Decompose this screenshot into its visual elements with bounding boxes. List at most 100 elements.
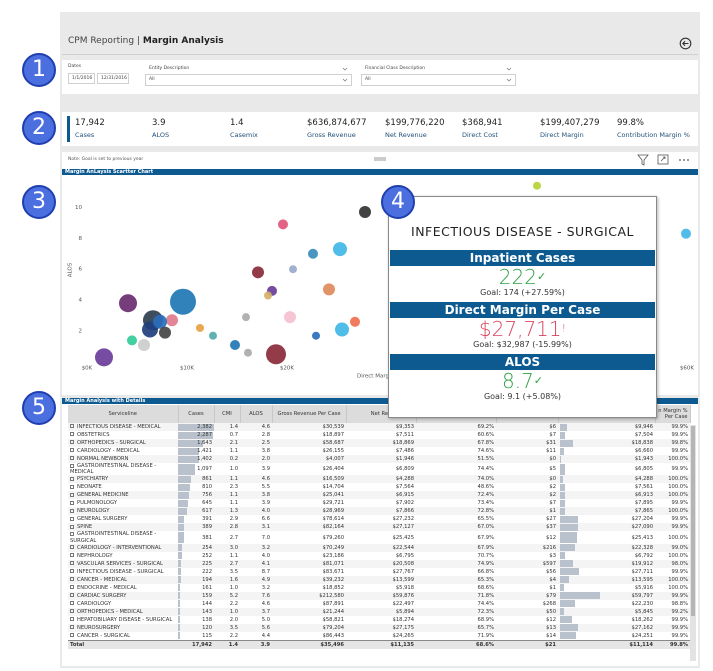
table-cell: $25,041 [272, 491, 346, 500]
back-button[interactable] [679, 37, 692, 50]
tooltip-value-row: 222✓ [389, 266, 656, 288]
expand-icon[interactable] [70, 545, 74, 550]
column-header[interactable]: Cases [178, 405, 215, 423]
expand-icon[interactable] [70, 617, 74, 622]
table-cell: CARDIOLOGY - INTERVENTIONAL [68, 543, 178, 552]
table-cell: 100.0% [655, 552, 690, 560]
cell-text: 68.6% [477, 584, 494, 591]
data-bar [560, 431, 566, 439]
expand-icon[interactable] [70, 424, 74, 429]
focus-icon[interactable] [657, 154, 669, 165]
expand-icon[interactable] [70, 516, 74, 521]
expand-icon[interactable] [70, 484, 74, 489]
filter-icon[interactable] [637, 154, 649, 166]
table-cell: $7 [496, 431, 558, 439]
column-header[interactable]: CMI [214, 405, 241, 423]
expand-icon[interactable] [70, 500, 74, 505]
cell-text: 4.0 [261, 508, 270, 515]
expand-icon[interactable] [70, 593, 74, 598]
cell-text: $4,007 [325, 455, 344, 462]
data-bar [178, 475, 191, 483]
table-cell: OBSTETRICS [68, 431, 178, 439]
table-cell: $79 [496, 591, 558, 600]
cell-text: 4.1 [261, 560, 270, 567]
table-cell: 71.8% [416, 591, 496, 600]
cell-text: 2,382 [197, 423, 212, 430]
expand-icon[interactable] [70, 432, 74, 437]
cell-text: $6,660 [634, 447, 653, 454]
expand-icon[interactable] [70, 508, 74, 513]
table-cell: HEPATOBILIARY DISEASE - SURGICAL [68, 616, 178, 624]
data-bar [560, 491, 565, 499]
y-tick-label: 10 [75, 205, 82, 211]
table-cell: 100.0% [655, 507, 690, 516]
table-cell: 73.4% [416, 499, 496, 507]
cell-text: 381 [202, 534, 212, 541]
cell-text: $7,866 [395, 508, 414, 515]
table-cell: 4.0 [240, 552, 272, 560]
date-input[interactable]: 1/1/2016 [68, 73, 95, 84]
expand-icon[interactable] [70, 524, 74, 529]
cell-text: 74.6% [477, 447, 494, 454]
expand-icon[interactable] [70, 553, 74, 558]
cell-text: $9,946 [634, 423, 653, 430]
cell-text: 5.0 [261, 616, 270, 623]
table-cell: GENERAL MEDICINE [68, 491, 178, 500]
expand-icon[interactable] [70, 492, 74, 497]
expand-icon[interactable] [70, 531, 74, 536]
kpi-panel [62, 112, 698, 146]
table-cell: $1,946 [346, 455, 416, 463]
cell-text: $14 [546, 632, 556, 639]
table-cell: 66.8% [416, 568, 496, 576]
scrollbar[interactable] [690, 425, 696, 661]
chart-title: Margin AnLaysis Scartter Chart [62, 169, 698, 175]
cell-text: $86,443 [322, 632, 344, 639]
cell-text: 4.4 [261, 632, 270, 639]
column-header[interactable]: Serviceline [68, 405, 179, 423]
bubble [323, 283, 335, 296]
cell-text: 3.2 [261, 584, 270, 591]
expand-icon[interactable] [70, 577, 74, 582]
table-cell: 2.0 [214, 616, 240, 624]
table-row: CARDIOLOGY 144 2.2 4.6 $87,891 $22,497 74.4% $2… [68, 600, 690, 608]
bubble [533, 181, 541, 190]
table-cell: $78,614 [272, 515, 346, 523]
expand-icon[interactable] [70, 585, 74, 590]
expand-icon[interactable] [70, 625, 74, 630]
data-bar [178, 624, 180, 632]
expand-icon[interactable] [70, 609, 74, 614]
expand-icon[interactable] [70, 633, 74, 638]
date-input[interactable]: 12/31/2016 [97, 73, 129, 84]
table-title: Margin Analysis with Details [62, 398, 698, 404]
expand-icon[interactable] [70, 440, 74, 445]
column-header[interactable]: Gross Revenue Per Case [272, 405, 347, 423]
cell-text: 2.8 [261, 431, 270, 438]
table-cell: GASTROINTESTINAL DISEASE - SURGICAL [68, 531, 178, 544]
bubble [359, 206, 371, 219]
expand-icon[interactable] [70, 601, 74, 606]
table-cell: $268 [496, 600, 558, 608]
cell-text: $13,595 [631, 576, 653, 583]
table-row: NEUROLOGY 617 1.3 4.0 $28,969 $7,866 72.8% $1 $7… [68, 507, 690, 516]
column-header[interactable]: ALOS [240, 405, 273, 423]
column-header[interactable]: n Margin % Per Case [655, 405, 691, 423]
kpi-label: ALOS [152, 131, 170, 139]
expand-icon[interactable] [70, 448, 74, 453]
data-bar [560, 624, 579, 632]
data-bar [178, 491, 190, 499]
expand-icon[interactable] [70, 456, 74, 461]
table-cell: 99.2% [655, 607, 690, 616]
expand-icon[interactable] [70, 569, 74, 574]
expand-icon[interactable] [70, 463, 74, 468]
cell-text: $268 [542, 600, 556, 607]
dropdown[interactable]: All [145, 74, 352, 86]
cell-text: 391 [202, 516, 212, 523]
data-bar [560, 515, 579, 523]
expand-icon[interactable] [70, 476, 74, 481]
cell-text: SPINE [77, 524, 93, 531]
cell-text: 74.4% [477, 600, 494, 607]
table-cell: $6,805 [558, 463, 655, 475]
expand-icon[interactable] [70, 561, 74, 566]
dropdown[interactable]: All [361, 74, 516, 86]
cell-text: $27,090 [631, 524, 653, 531]
